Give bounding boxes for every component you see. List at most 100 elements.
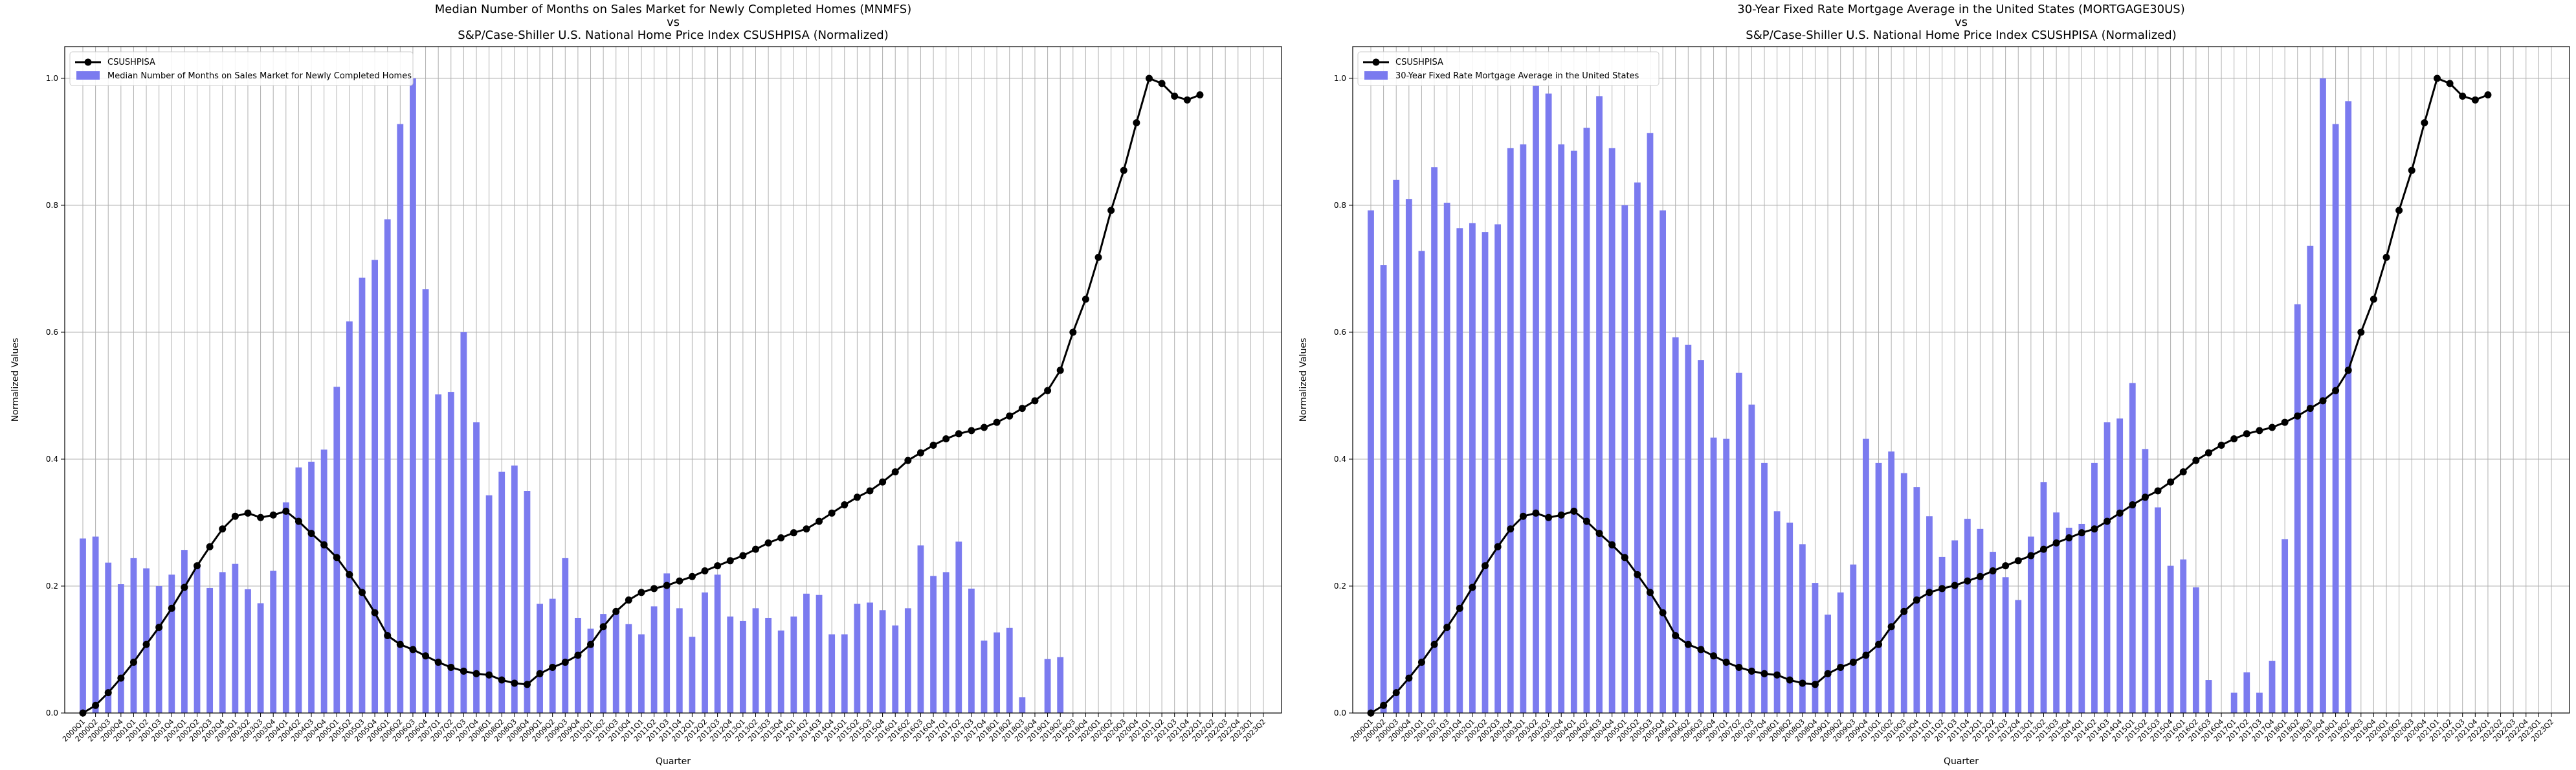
chart-title-line: S&P/Case-Shiller U.S. National Home Pric… <box>458 28 888 42</box>
line-point <box>2459 92 2467 100</box>
bar <box>1608 148 1616 714</box>
line-point <box>1595 530 1603 538</box>
line-point <box>346 571 353 578</box>
bar <box>867 602 873 713</box>
line-point <box>1887 623 1895 631</box>
line-point <box>599 623 607 631</box>
line-series <box>1367 74 2492 717</box>
line-point <box>409 646 417 653</box>
bar <box>1837 592 1844 713</box>
bar <box>105 562 112 713</box>
line-point <box>701 567 709 574</box>
legend-line-marker <box>1372 58 1380 66</box>
line-point <box>1964 577 1971 585</box>
bar <box>2294 304 2301 713</box>
line-point <box>841 501 849 509</box>
line-point <box>955 430 962 438</box>
bar <box>1443 203 1450 714</box>
line-point <box>1171 92 1179 100</box>
bar <box>1494 224 1502 713</box>
line-point <box>2179 468 2187 476</box>
bar <box>1482 232 1489 713</box>
line-point <box>676 577 683 585</box>
bar <box>2078 523 2085 713</box>
bar <box>1735 372 1742 713</box>
line-point <box>2167 478 2175 486</box>
bar <box>2320 78 2326 713</box>
bar <box>650 606 658 713</box>
line-point <box>650 585 658 593</box>
line-point <box>866 487 874 495</box>
line-point <box>714 562 722 570</box>
bar <box>816 594 823 713</box>
bar <box>1044 659 1051 713</box>
line-point <box>1056 367 1064 374</box>
bar <box>485 495 493 713</box>
line-point <box>942 435 950 443</box>
line-point <box>803 525 810 533</box>
bar <box>1380 265 1387 713</box>
line-point <box>1392 689 1400 697</box>
bar <box>1621 205 1628 713</box>
line-point <box>320 541 328 549</box>
bar <box>828 634 836 713</box>
line-point <box>384 631 392 639</box>
line-point <box>2370 295 2377 303</box>
line-point <box>2332 387 2340 394</box>
bar <box>1558 144 1565 714</box>
bar <box>320 449 328 713</box>
line-point <box>1018 405 1026 413</box>
bar <box>537 604 543 713</box>
bar <box>245 589 251 713</box>
bar <box>2230 692 2237 713</box>
y-tick-label: 0.6 <box>1334 328 1346 337</box>
line-point <box>2091 525 2098 533</box>
line-point <box>2446 80 2454 87</box>
line-point <box>1773 671 1781 679</box>
line-point <box>257 514 265 521</box>
line-point <box>1760 670 1768 677</box>
bar <box>1723 438 1730 713</box>
bar <box>1570 150 1577 714</box>
plot-frame <box>1352 46 2570 714</box>
bar <box>2116 418 2124 713</box>
y-tick-label: 0.8 <box>1334 201 1346 210</box>
line-point <box>117 674 125 682</box>
line-point <box>244 509 252 517</box>
line-point <box>155 624 163 631</box>
bar <box>2104 422 2111 713</box>
bar <box>1368 210 1374 714</box>
line-point <box>536 670 544 677</box>
legend-bar-label: Median Number of Months on Sales Market … <box>107 71 412 81</box>
line-point <box>751 545 759 553</box>
bar <box>549 598 556 713</box>
bar <box>460 332 467 713</box>
bar <box>968 588 975 713</box>
line-point <box>1557 511 1565 519</box>
chart-title-line: vs <box>1955 16 1968 29</box>
y-tick-label: 0.2 <box>46 582 58 591</box>
bar <box>1786 523 1793 713</box>
line-point <box>142 640 150 648</box>
bar <box>752 608 759 713</box>
y-tick-label: 0.2 <box>1334 582 1346 591</box>
line-point <box>2294 412 2302 420</box>
line-point <box>2230 435 2238 443</box>
line-point <box>1811 681 1819 688</box>
bar <box>384 219 391 713</box>
bar <box>435 394 442 713</box>
y-axis-label: Normalized Values <box>10 338 21 422</box>
line-point <box>460 667 467 675</box>
line-point <box>282 507 290 515</box>
bar <box>473 422 480 713</box>
chart-title-line: 30-Year Fixed Rate Mortgage Average in t… <box>1737 3 2184 16</box>
bar <box>1761 462 1768 713</box>
line-point <box>2306 405 2314 413</box>
line-point <box>663 582 671 589</box>
line-point <box>2116 509 2124 517</box>
bar <box>524 491 531 713</box>
bar <box>181 550 188 713</box>
line-point <box>1684 640 1692 648</box>
bar <box>1647 133 1654 713</box>
bar <box>714 574 721 713</box>
